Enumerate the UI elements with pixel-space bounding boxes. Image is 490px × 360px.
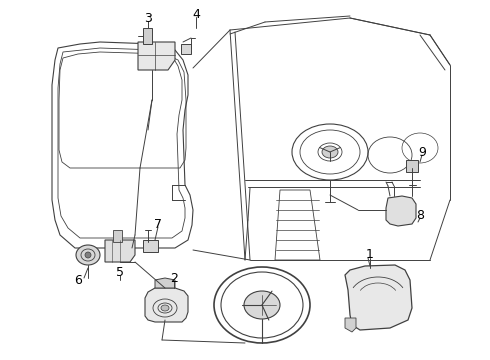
Polygon shape [143, 240, 158, 252]
Text: 1: 1 [366, 248, 374, 261]
Text: 7: 7 [154, 217, 162, 230]
Polygon shape [143, 28, 152, 44]
Polygon shape [113, 230, 122, 242]
Ellipse shape [244, 291, 280, 319]
Polygon shape [345, 265, 412, 330]
Polygon shape [145, 288, 188, 322]
Ellipse shape [76, 245, 100, 265]
Polygon shape [181, 44, 191, 54]
Ellipse shape [322, 146, 338, 158]
Polygon shape [386, 196, 416, 226]
Text: 2: 2 [170, 271, 178, 284]
Ellipse shape [85, 252, 91, 258]
Polygon shape [406, 160, 418, 172]
Polygon shape [105, 240, 135, 262]
Ellipse shape [161, 305, 169, 311]
Text: 8: 8 [416, 208, 424, 221]
Text: 9: 9 [418, 145, 426, 158]
Polygon shape [155, 278, 175, 288]
Text: 3: 3 [144, 12, 152, 24]
Polygon shape [138, 42, 175, 70]
Text: 6: 6 [74, 274, 82, 287]
Text: 4: 4 [192, 8, 200, 21]
Polygon shape [345, 318, 356, 332]
Text: 5: 5 [116, 266, 124, 279]
